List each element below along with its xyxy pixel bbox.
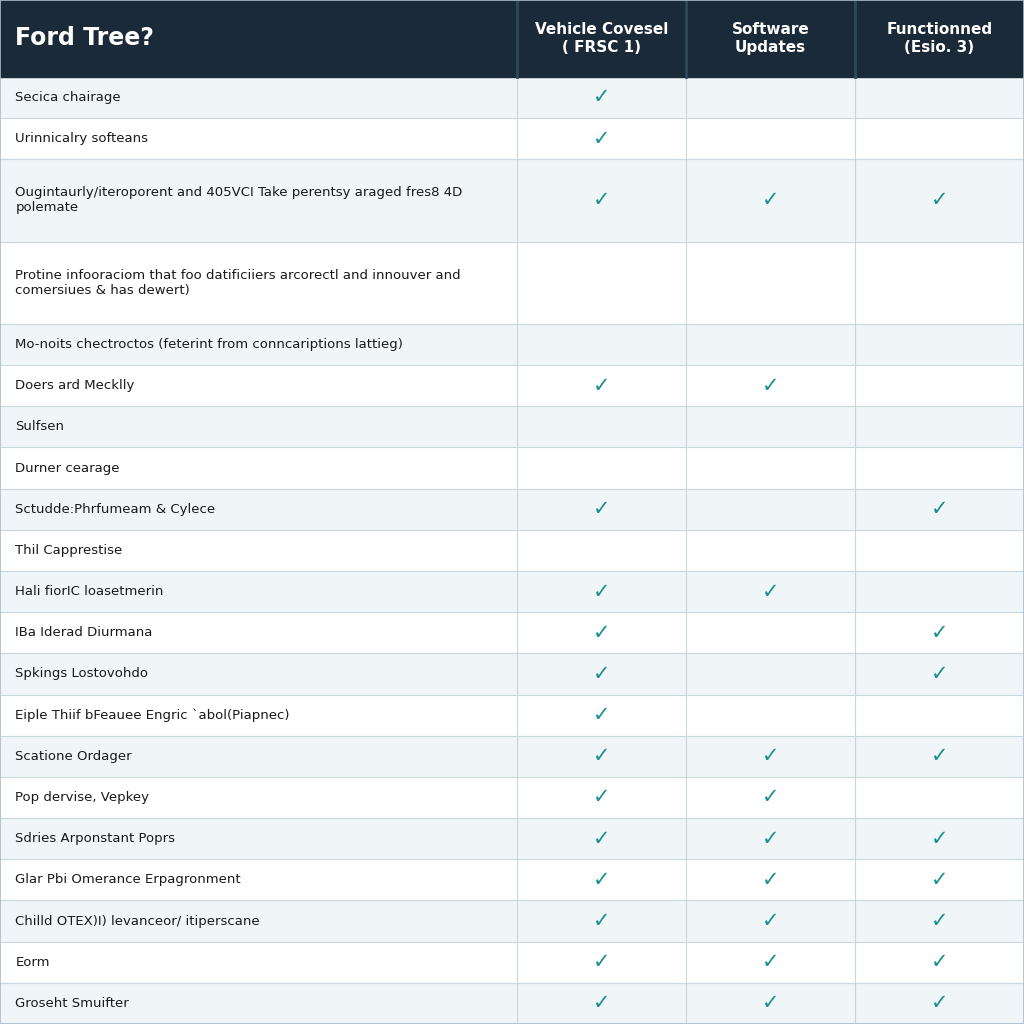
- Bar: [0, 488, 1024, 529]
- Text: ✓: ✓: [762, 911, 779, 931]
- Text: ✓: ✓: [762, 993, 779, 1014]
- Text: Eiple Thiif bFeauee Engric `abol(Piapnec): Eiple Thiif bFeauee Engric `abol(Piapnec…: [15, 709, 290, 722]
- Text: ✓: ✓: [762, 376, 779, 395]
- Bar: [0, 529, 1024, 571]
- Text: ✓: ✓: [762, 952, 779, 972]
- Text: Sulfsen: Sulfsen: [15, 421, 65, 433]
- Text: ✓: ✓: [593, 952, 610, 972]
- Text: Ougintaurly/iteroporent and 405VCI Take perentsy araged fres8 4D
polemate: Ougintaurly/iteroporent and 405VCI Take …: [15, 186, 463, 214]
- Text: Mo-noits chectroctos (feterint from conncariptions lattieg): Mo-noits chectroctos (feterint from conn…: [15, 338, 403, 351]
- Bar: [0, 77, 1024, 118]
- Text: Durner cearage: Durner cearage: [15, 462, 120, 474]
- Text: Thil Capprestise: Thil Capprestise: [15, 544, 123, 557]
- Text: ✓: ✓: [593, 706, 610, 725]
- Text: ✓: ✓: [931, 828, 948, 849]
- Text: ✓: ✓: [931, 500, 948, 519]
- Text: Scatione Ordager: Scatione Ordager: [15, 750, 132, 763]
- Text: ✓: ✓: [593, 582, 610, 601]
- Text: Protine infooraciom that foo datificiiers arcorectl and innouver and
comersiues : Protine infooraciom that foo datificiier…: [15, 268, 461, 297]
- Text: ✓: ✓: [931, 623, 948, 643]
- Text: ✓: ✓: [593, 911, 610, 931]
- Text: ✓: ✓: [593, 376, 610, 395]
- Text: ✓: ✓: [593, 828, 610, 849]
- Text: ✓: ✓: [593, 129, 610, 148]
- Bar: [0, 447, 1024, 488]
- Text: ✓: ✓: [593, 993, 610, 1014]
- Text: Glar Pbi Omerance Erpagronment: Glar Pbi Omerance Erpagronment: [15, 873, 241, 887]
- Text: ✓: ✓: [593, 500, 610, 519]
- Text: ✓: ✓: [762, 746, 779, 766]
- Text: ✓: ✓: [762, 787, 779, 808]
- Text: ✓: ✓: [593, 623, 610, 643]
- Text: ✓: ✓: [593, 869, 610, 890]
- Text: Functionned
(Esio. 3): Functionned (Esio. 3): [887, 23, 992, 54]
- Text: Urinnicalry softeans: Urinnicalry softeans: [15, 132, 148, 145]
- Bar: [0, 159, 1024, 242]
- Text: Spkings Lostovohdo: Spkings Lostovohdo: [15, 668, 148, 680]
- Text: ✓: ✓: [931, 952, 948, 972]
- Text: ✓: ✓: [593, 746, 610, 766]
- Text: ✓: ✓: [762, 582, 779, 601]
- Bar: [0, 735, 1024, 777]
- Bar: [0, 118, 1024, 159]
- Bar: [0, 859, 1024, 900]
- Text: Secica chairage: Secica chairage: [15, 91, 121, 103]
- Text: ✓: ✓: [762, 869, 779, 890]
- Bar: [0, 0, 1024, 77]
- Bar: [0, 818, 1024, 859]
- Bar: [0, 653, 1024, 694]
- Text: ✓: ✓: [593, 664, 610, 684]
- Text: ✓: ✓: [593, 87, 610, 108]
- Text: ✓: ✓: [931, 911, 948, 931]
- Bar: [0, 612, 1024, 653]
- Bar: [0, 777, 1024, 818]
- Text: Groseht Smuifter: Groseht Smuifter: [15, 997, 129, 1010]
- Text: ✓: ✓: [931, 664, 948, 684]
- Text: Eorm: Eorm: [15, 955, 50, 969]
- Text: Doers ard Mecklly: Doers ard Mecklly: [15, 379, 135, 392]
- Bar: [0, 694, 1024, 735]
- Bar: [0, 366, 1024, 407]
- Bar: [0, 942, 1024, 983]
- Bar: [0, 983, 1024, 1024]
- Text: ✓: ✓: [931, 190, 948, 210]
- Text: IBa Iderad Diurmana: IBa Iderad Diurmana: [15, 627, 153, 639]
- Text: Chilld OTEX)I) levanceor/ itiperscane: Chilld OTEX)I) levanceor/ itiperscane: [15, 914, 260, 928]
- Text: ✓: ✓: [762, 190, 779, 210]
- Text: ✓: ✓: [593, 787, 610, 808]
- Text: Hali fiorIC loasetmerin: Hali fiorIC loasetmerin: [15, 585, 164, 598]
- Bar: [0, 324, 1024, 366]
- Text: Vehicle Covesel
( FRSC 1): Vehicle Covesel ( FRSC 1): [535, 23, 669, 54]
- Bar: [0, 900, 1024, 942]
- Bar: [0, 242, 1024, 324]
- Text: Sctudde:Phrfumeam & Cylece: Sctudde:Phrfumeam & Cylece: [15, 503, 215, 516]
- Text: ✓: ✓: [593, 190, 610, 210]
- Text: ✓: ✓: [931, 869, 948, 890]
- Text: ✓: ✓: [931, 746, 948, 766]
- Text: ✓: ✓: [931, 993, 948, 1014]
- Bar: [0, 407, 1024, 447]
- Text: Software
Updates: Software Updates: [732, 23, 809, 54]
- Bar: [0, 571, 1024, 612]
- Text: ✓: ✓: [762, 828, 779, 849]
- Text: Sdries Arponstant Poprs: Sdries Arponstant Poprs: [15, 833, 175, 845]
- Text: Ford Tree?: Ford Tree?: [15, 27, 155, 50]
- Text: Pop dervise, Vepkey: Pop dervise, Vepkey: [15, 791, 150, 804]
